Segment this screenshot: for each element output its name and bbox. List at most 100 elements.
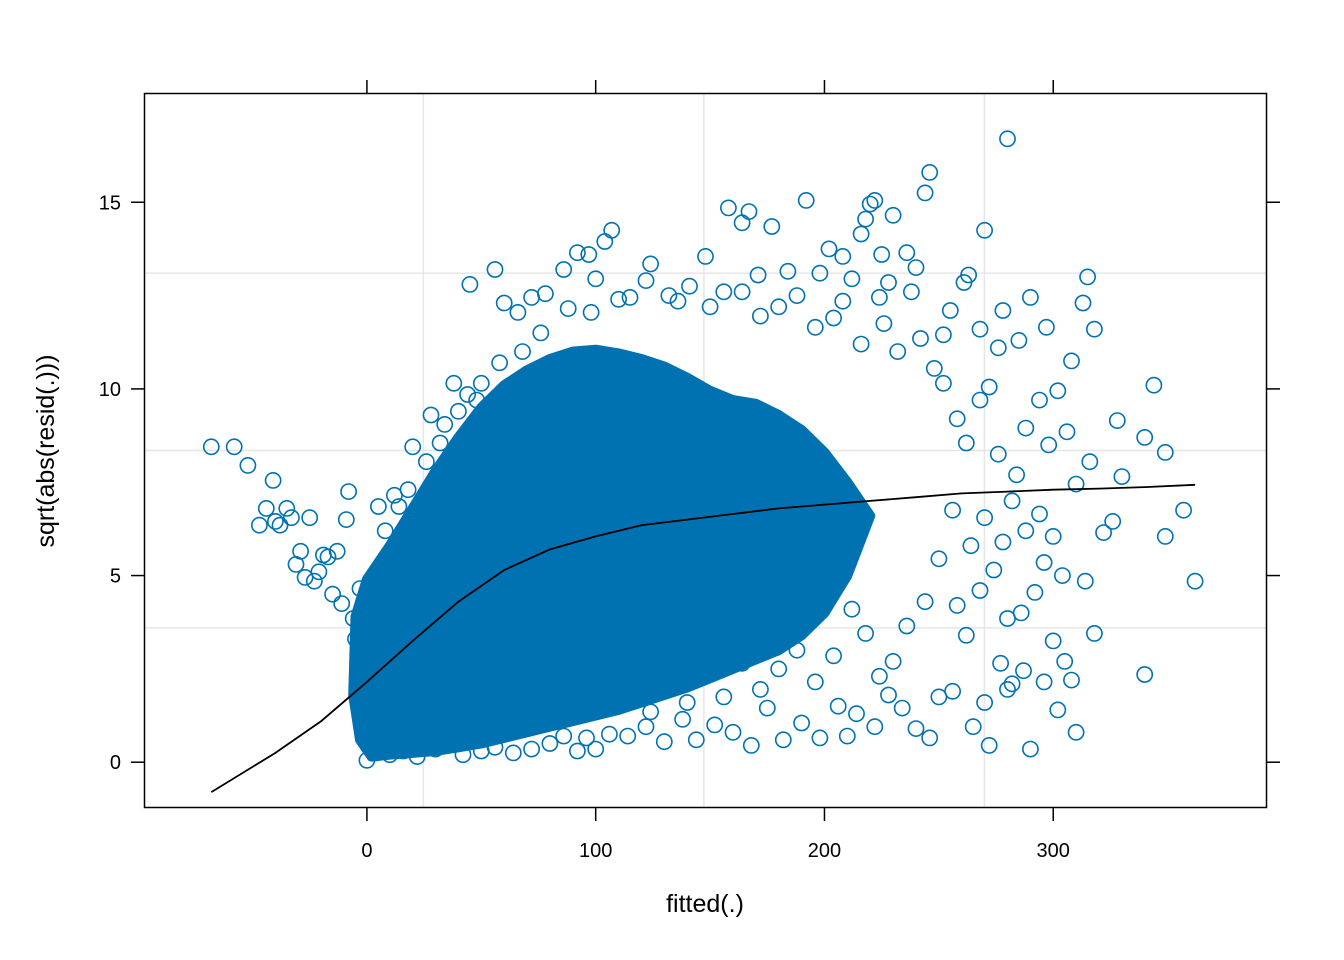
data-point [422,406,440,424]
data-point [752,681,769,698]
data-point [1063,671,1080,689]
data-point [282,509,300,527]
data-point [1031,505,1048,523]
data-point [1108,412,1126,429]
data-point [461,275,479,293]
data-point [669,292,687,310]
data-point [623,684,641,702]
data-point [976,694,993,711]
data-point [1095,524,1112,541]
data-point [763,218,781,235]
data-point [733,283,751,301]
data-point [610,290,627,308]
data-point [1056,653,1074,670]
data-point [417,453,435,471]
data-point [992,654,1009,672]
data-point [1104,513,1122,530]
data-point [797,191,815,209]
data-point [994,302,1012,319]
data-point [971,391,989,409]
data-point [740,203,758,220]
data-point [1086,320,1103,338]
data-point [468,391,486,409]
data-point [999,681,1016,698]
data-point [601,725,618,743]
data-point [1026,584,1044,601]
data-point [621,288,639,306]
data-point [884,206,902,224]
data-point [580,246,598,263]
data-point [976,509,993,527]
data-point [491,354,508,372]
data-point [793,714,810,732]
data-point [655,733,673,751]
data-point [1113,468,1131,485]
data-point [806,318,824,336]
data-point [866,191,884,209]
data-point [472,374,490,392]
data-point [980,737,998,754]
y-tick-label: 0 [110,752,121,774]
data-point [578,729,595,747]
data-point [472,742,490,760]
x-tick-label: 100 [579,840,612,862]
smooth-curve [210,483,1196,793]
data-point [948,597,966,614]
data-point [697,247,714,265]
data-point [225,438,243,456]
axis-ticks [131,80,1280,821]
data-point [278,499,296,517]
data-point [687,731,705,749]
data-point [880,274,897,291]
data-point [523,740,540,758]
data-point [884,653,902,670]
data-point [642,703,659,721]
data-point [1040,436,1058,454]
data-point [587,270,605,288]
data-point [1017,419,1035,437]
data-point [857,625,874,642]
data-point [999,130,1016,148]
data-point [1086,625,1103,642]
data-point [1067,475,1085,493]
data-point [369,498,387,515]
data-point [436,415,454,433]
data-point [852,335,870,353]
data-point [1136,666,1154,683]
data-point [907,720,925,737]
data-point [504,744,522,762]
data-point [811,264,829,282]
data-point [944,501,961,519]
data-point [1136,428,1154,446]
data-point [989,339,1007,357]
y-tick-label: 15 [99,192,121,214]
data-point [292,542,309,560]
data-point [340,483,357,500]
data-point [1035,673,1053,691]
data-point [239,456,257,474]
data-point [337,511,355,528]
data-point [843,270,861,288]
data-points [202,130,1204,769]
data-point [1022,740,1039,758]
data-point [660,287,678,304]
data-point [319,548,337,566]
data-point [935,326,952,344]
data-point [980,378,998,396]
data-point [454,746,472,764]
data-point [875,315,893,332]
data-point [271,516,289,534]
data-point [264,471,282,489]
data-point [587,740,605,758]
axis-tick-labels: 0 100 200 300 0 5 10 15 [99,192,1070,862]
data-point [1067,723,1085,741]
plot-frame [143,92,1268,809]
data-point [324,585,341,603]
data-point [431,434,449,452]
data-point [724,723,742,741]
data-point [1076,572,1094,590]
data-point [852,225,870,243]
data-point [749,266,767,284]
data-point [930,688,948,706]
